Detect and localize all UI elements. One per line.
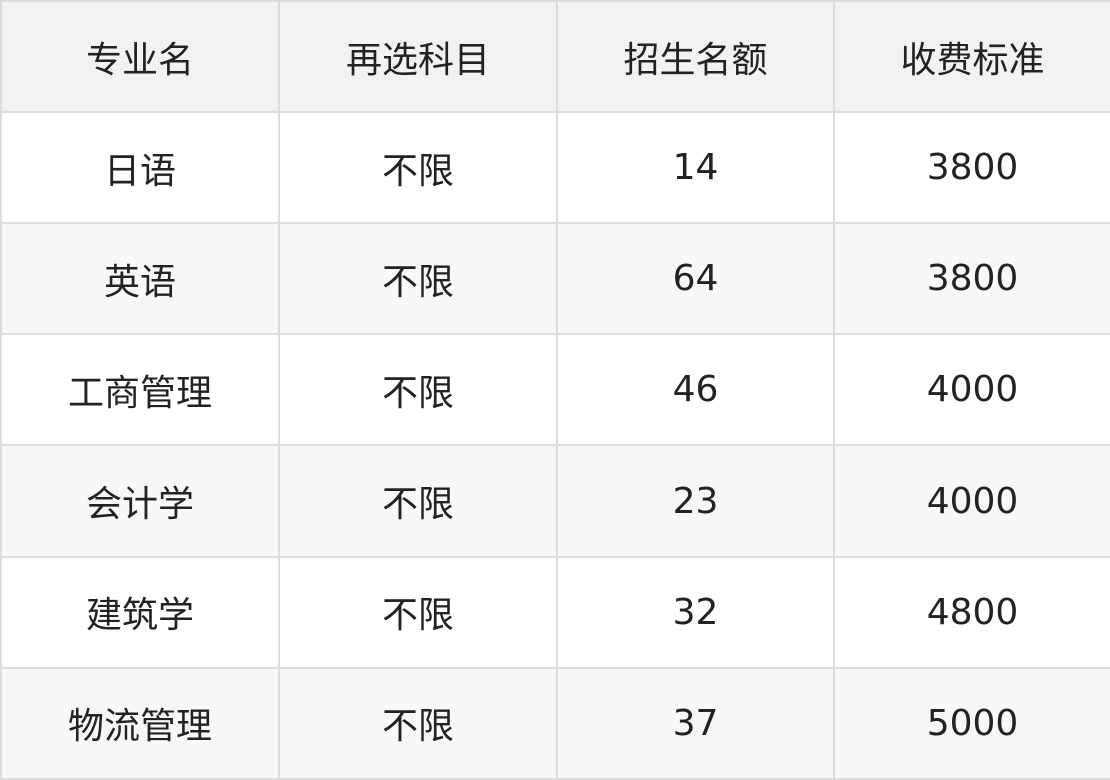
cell-major: 会计学 [0,444,280,558]
cell-major: 英语 [0,222,280,336]
cell-major: 工商管理 [0,333,280,447]
cell-major: 日语 [0,110,280,225]
table-row: 英语 不限 64 3800 [0,222,1110,336]
cell-fee: 5000 [833,666,1110,780]
cell-fee: 3800 [833,222,1110,336]
cell-quota: 23 [556,444,835,558]
header-quota: 招生名额 [556,0,835,113]
table-row: 建筑学 不限 32 4800 [0,555,1110,669]
cell-subject: 不限 [278,333,558,447]
table-row: 工商管理 不限 46 4000 [0,333,1110,447]
cell-fee: 4000 [833,333,1110,447]
header-major: 专业名 [0,0,280,113]
cell-quota: 64 [556,222,835,336]
cell-subject: 不限 [278,222,558,336]
cell-subject: 不限 [278,444,558,558]
cell-subject: 不限 [278,555,558,669]
cell-quota: 46 [556,333,835,447]
header-subject: 再选科目 [278,0,558,113]
cell-fee: 3800 [833,110,1110,225]
cell-major: 建筑学 [0,555,280,669]
table-row: 物流管理 不限 37 5000 [0,666,1110,780]
cell-subject: 不限 [278,110,558,225]
table-row: 会计学 不限 23 4000 [0,444,1110,558]
cell-fee: 4800 [833,555,1110,669]
header-row: 专业名 再选科目 招生名额 收费标准 [0,0,1110,113]
cell-quota: 37 [556,666,835,780]
cell-quota: 32 [556,555,835,669]
cell-fee: 4000 [833,444,1110,558]
header-fee: 收费标准 [833,0,1110,113]
cell-subject: 不限 [278,666,558,780]
cell-major: 物流管理 [0,666,280,780]
table-row: 日语 不限 14 3800 [0,110,1110,225]
cell-quota: 14 [556,110,835,225]
